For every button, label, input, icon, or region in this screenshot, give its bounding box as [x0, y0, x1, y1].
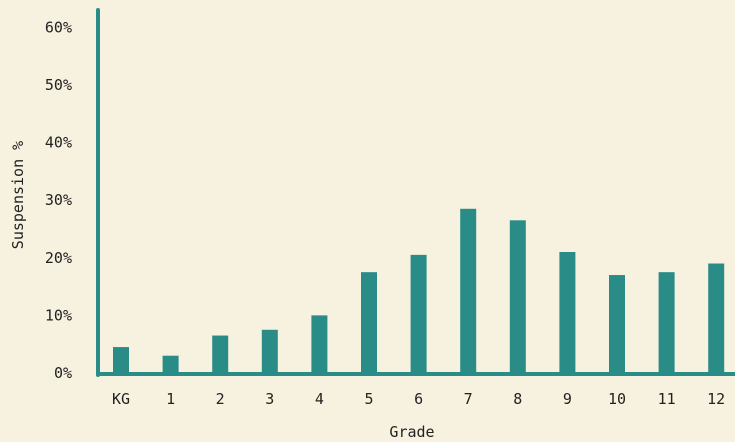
bar	[162, 355, 179, 373]
x-tick-label: 10	[608, 390, 626, 408]
bar	[559, 252, 576, 373]
x-tick-label: 6	[414, 390, 423, 408]
x-tick-label: KG	[112, 390, 130, 408]
x-tick-label: 9	[563, 390, 572, 408]
bar	[311, 315, 328, 373]
y-tick-label: 40%	[45, 134, 72, 152]
y-tick-label: 30%	[45, 191, 72, 209]
x-tick-label: 4	[315, 390, 324, 408]
bar	[609, 275, 625, 373]
bar	[460, 208, 477, 373]
bars	[113, 208, 725, 373]
y-tick-label: 10%	[45, 306, 72, 324]
bar	[212, 335, 229, 373]
x-tick-label: 11	[658, 390, 676, 408]
y-axis-title: Suspension %	[9, 141, 27, 249]
x-tick-label: 12	[707, 390, 725, 408]
bar	[509, 220, 526, 373]
bar	[708, 263, 725, 373]
bar	[261, 329, 278, 373]
bar	[658, 272, 675, 373]
bar	[361, 272, 377, 373]
y-axis-ticks: 0% 10% 20% 30% 40% 50% 60%	[45, 18, 72, 382]
y-tick-label: 50%	[45, 76, 72, 94]
x-tick-label: 5	[364, 390, 373, 408]
x-axis-ticks: KG 1 2 3 4 5 6 7 8 9 10 11 12	[112, 390, 725, 408]
x-tick-label: 1	[166, 390, 175, 408]
y-tick-label: 0%	[54, 364, 72, 382]
x-axis-title: Grade	[389, 423, 434, 441]
y-tick-label: 60%	[45, 18, 72, 36]
x-tick-label: 8	[513, 390, 522, 408]
x-tick-label: 2	[216, 390, 225, 408]
bar	[410, 254, 427, 373]
x-tick-label: 7	[464, 390, 473, 408]
x-tick-label: 3	[265, 390, 274, 408]
y-tick-label: 20%	[45, 249, 72, 267]
bar	[113, 347, 129, 373]
